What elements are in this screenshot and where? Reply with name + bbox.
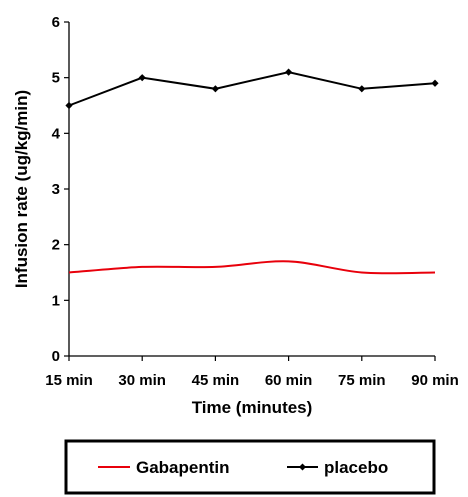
- y-tick-label: 5: [52, 70, 60, 87]
- legend-label-placebo: placebo: [324, 458, 388, 477]
- x-tick-label: 75 min: [338, 372, 386, 389]
- y-tick-label: 1: [52, 292, 60, 309]
- plot-area: 0 1 2 3 4 5 6 15 min 30 min 45 min 60 min 75 min 90…: [45, 14, 459, 389]
- y-tick-label: 2: [52, 237, 60, 254]
- legend-label-gabapentin: Gabapentin: [136, 458, 230, 477]
- y-tick-label: 3: [52, 181, 60, 198]
- legend-marker-placebo: [299, 463, 306, 471]
- data-point-placebo: [138, 74, 146, 82]
- x-tick-label: 30 min: [118, 372, 166, 389]
- x-tick-label: 15 min: [45, 372, 93, 389]
- x-axis-ticks: 15 min 30 min 45 min 60 min 75 min 90 min: [45, 356, 459, 389]
- y-axis-title: Infusion rate (ug/kg/min): [12, 90, 31, 288]
- x-axis-title: Time (minutes): [192, 398, 313, 417]
- data-point-placebo: [211, 85, 219, 93]
- data-point-placebo: [65, 101, 73, 110]
- y-tick-label: 4: [52, 125, 61, 142]
- y-tick-label: 6: [52, 14, 60, 31]
- series-layer: [65, 68, 439, 275]
- x-tick-label: 60 min: [265, 372, 313, 389]
- data-point-placebo: [285, 68, 293, 76]
- series-line-placebo: [68, 71, 436, 107]
- series-line-gabapentin: [68, 260, 436, 275]
- y-tick-label: 0: [52, 348, 60, 365]
- x-tick-label: 45 min: [192, 372, 240, 389]
- x-tick-label: 90 min: [411, 372, 459, 389]
- legend: Gabapentin placebo: [64, 439, 436, 495]
- data-point-placebo: [358, 85, 366, 93]
- data-point-placebo: [431, 79, 439, 87]
- y-axis-ticks: 0 1 2 3 4 5 6: [52, 14, 69, 365]
